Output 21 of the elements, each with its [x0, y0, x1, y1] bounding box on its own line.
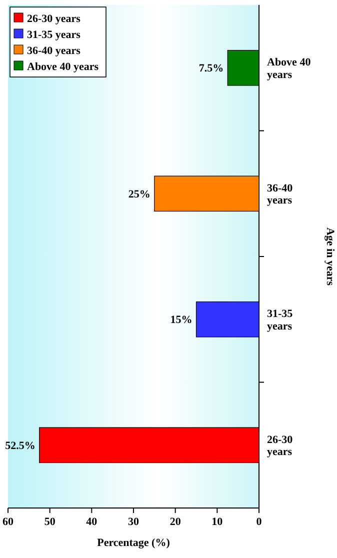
x-tick-label: 50 — [44, 516, 56, 528]
legend-label: 26-30 years — [27, 12, 82, 25]
y-tick-label: 36-40 years — [267, 182, 294, 207]
data-label: 52.5% — [5, 440, 36, 452]
data-label: 15% — [170, 314, 192, 326]
x-tick-label: 30 — [128, 516, 140, 528]
x-tick-label: 10 — [212, 516, 224, 528]
y-tick-label: 31-35 years — [267, 308, 294, 332]
y-tick-label: Above 40 years — [267, 56, 312, 81]
y-axis-title: Age in years — [324, 227, 336, 286]
legend-label: Above 40 years — [27, 60, 100, 73]
legend-label: 31-35 years — [27, 28, 82, 41]
x-tick-label: 40 — [86, 516, 98, 528]
x-tick-label: 60 — [2, 516, 14, 528]
x-tick-label: 20 — [170, 516, 182, 528]
y-tick-label: 26-30 years — [267, 434, 294, 458]
data-label: 7.5% — [198, 62, 224, 75]
legend-label: 36-40 years — [27, 44, 82, 57]
data-label: 25% — [128, 188, 150, 200]
x-tick-label: 0 — [256, 516, 262, 528]
x-axis-title: Percentage (%) — [97, 537, 170, 549]
